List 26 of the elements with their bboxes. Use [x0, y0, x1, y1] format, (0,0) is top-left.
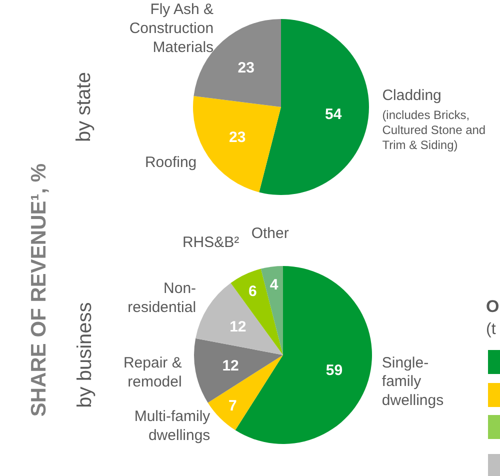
slice-label: Single- family dwellings: [382, 354, 444, 410]
text: O: [486, 297, 500, 316]
data-label: 23: [238, 60, 254, 77]
slice-label: Fly Ash & Construction Materials: [129, 0, 214, 56]
data-label: 6: [248, 282, 257, 300]
slice-label: Multi-family dwellings: [134, 408, 211, 444]
slice-label: Repair & remodel: [123, 354, 182, 390]
slice-label: Other: [251, 224, 289, 242]
slice-label: Non- residential: [128, 280, 196, 316]
text: by state: [73, 72, 95, 142]
pie-slice: [230, 268, 283, 355]
data-label: 4: [270, 276, 279, 294]
slice-label: RHS&B²: [182, 234, 240, 251]
text: SHARE OF REVENUE¹, %: [27, 163, 50, 417]
pie-slice: [260, 266, 283, 355]
slice-label: Cladding (includes Bricks, Cultured Stone and Trim & Siding): [382, 86, 486, 152]
data-label: 59: [326, 362, 343, 380]
data-label: 12: [222, 357, 239, 374]
text: by business: [74, 302, 96, 408]
data-label: 7: [228, 398, 237, 415]
data-label: 12: [230, 318, 246, 336]
data-label: 23: [228, 128, 246, 146]
pie-slice: [259, 19, 369, 195]
text: (t: [486, 321, 496, 338]
slice-label: Roofing: [144, 154, 197, 171]
data-label: 54: [325, 106, 342, 123]
